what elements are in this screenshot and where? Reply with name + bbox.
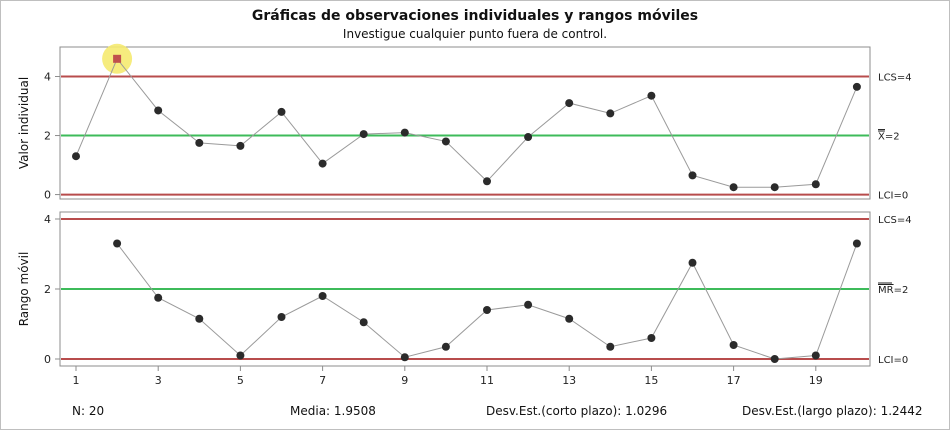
moving-range-point [277, 313, 286, 321]
x-tick-label: 5 [237, 374, 244, 387]
moving-range-point [647, 334, 656, 342]
x-tick-label: 3 [155, 374, 162, 387]
moving-range-point [318, 292, 327, 300]
individual-point [647, 91, 656, 100]
individual-ytick-label: 4 [44, 71, 51, 84]
moving-range-control-label-1: MR=2 [878, 285, 908, 296]
individual-ylabel: Valor individual [17, 77, 31, 169]
individual-point [852, 82, 861, 91]
moving-range-point [524, 300, 533, 309]
individual-point [400, 128, 409, 137]
moving-range-point [154, 293, 163, 302]
moving-range-point [729, 341, 738, 349]
individual-point [359, 130, 368, 139]
moving-range-point [770, 355, 779, 363]
moving-range-point [400, 353, 409, 362]
x-tick-label: 17 [727, 374, 741, 387]
individual-point [565, 99, 574, 108]
individual-point [195, 138, 204, 147]
moving-range-point [606, 342, 615, 351]
individual-point [277, 107, 286, 116]
individual-point [729, 183, 738, 192]
individual-series-line [75, 57, 858, 188]
footer-stdev-short: Desv.Est.(corto plazo): 1.0296 [486, 404, 668, 418]
individual-control-label-1: X=2 [878, 132, 900, 143]
individual-control-label-0: LCS=4 [878, 73, 912, 84]
moving-range-ylabel: Rango móvil [17, 252, 31, 327]
chart-subtitle: Investigue cualquier punto fuera de cont… [342, 27, 608, 41]
individual-point [688, 171, 697, 180]
individual-ytick-label: 0 [44, 189, 51, 202]
x-tick-label: 13 [562, 374, 576, 387]
moving-range-point [852, 239, 861, 248]
moving-range-point [483, 306, 491, 314]
moving-range-control-label-0: LCS=4 [878, 215, 912, 226]
individual-control-label-2: LCI=0 [878, 191, 908, 202]
moving-range-point [195, 314, 204, 323]
individual-point [483, 177, 491, 186]
moving-range-point [811, 351, 820, 360]
moving-range-ytick-label: 2 [44, 283, 51, 296]
moving-range-point [441, 342, 450, 351]
individual-point [441, 137, 450, 146]
moving-range-point [236, 351, 245, 360]
footer-n: N: 20 [72, 404, 105, 418]
individual-point [811, 180, 820, 189]
individual-point [72, 152, 80, 161]
moving-range-point [688, 258, 697, 267]
moving-range-point [565, 314, 574, 323]
footer-stdev-long: Desv.Est.(largo plazo): 1.2442 [742, 404, 923, 418]
x-tick-label: 1 [73, 374, 80, 387]
individual-point [154, 106, 163, 115]
x-tick-label: 7 [319, 374, 326, 387]
x-tick-label: 9 [401, 374, 408, 387]
footer-media: Media: 1.9508 [290, 404, 376, 418]
x-tick-label: 11 [480, 374, 494, 387]
individual-point-out [113, 54, 122, 63]
moving-range-point [359, 318, 368, 327]
individual-point [318, 159, 327, 168]
individual-point [770, 183, 779, 192]
individual-point [524, 133, 533, 142]
x-tick-label: 19 [809, 374, 823, 387]
moving-range-control-label-2: LCI=0 [878, 355, 908, 366]
individual-panel [59, 46, 871, 200]
chart-title: Gráficas de observaciones individuales y… [251, 8, 699, 24]
moving-range-point [113, 239, 122, 248]
moving-range-ytick-label: 4 [44, 213, 51, 226]
moving-range-ytick-label: 0 [44, 353, 51, 366]
individual-point [606, 109, 615, 118]
x-tick-label: 15 [644, 374, 658, 387]
individual-ytick-label: 2 [44, 130, 51, 143]
individual-point [236, 141, 245, 150]
